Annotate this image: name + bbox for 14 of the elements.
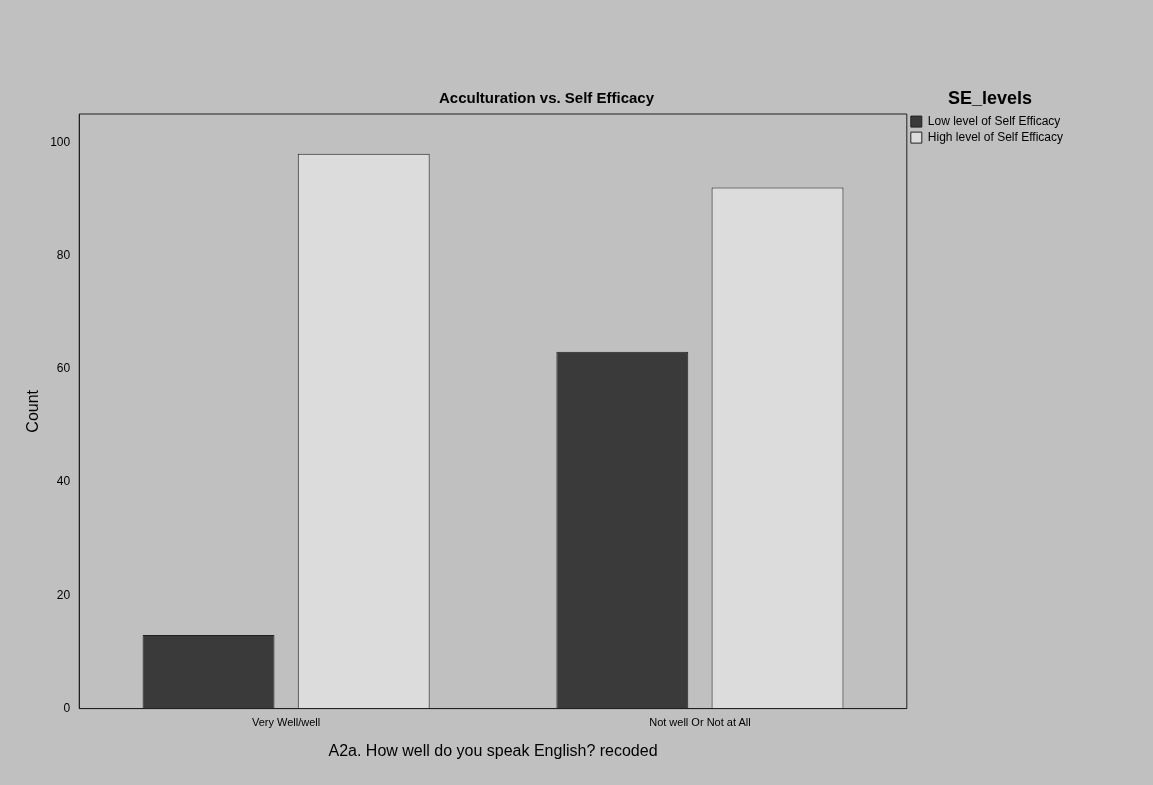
y-axis-title: Count	[24, 389, 42, 433]
x-axis-title: A2a. How well do you speak English? recoded	[328, 741, 658, 759]
chart-title: Acculturation vs. Self Efficacy	[438, 89, 655, 107]
x-tick-label: Very Well/well	[251, 716, 321, 729]
x-tick-label: Not well Or Not at All	[649, 716, 751, 729]
y-tick-label: 0	[63, 700, 71, 715]
y-tick-label: 100	[50, 134, 71, 149]
legend-label: High level of Self Efficacy	[927, 129, 1064, 144]
y-tick-label: 80	[56, 247, 71, 262]
y-tick-label: 20	[56, 587, 71, 602]
legend-label: Low level of Self Efficacy	[927, 113, 1061, 128]
y-tick-label: 40	[56, 474, 71, 489]
y-tick-label: 60	[56, 361, 71, 376]
legend-title: SE_levels	[947, 87, 1032, 108]
